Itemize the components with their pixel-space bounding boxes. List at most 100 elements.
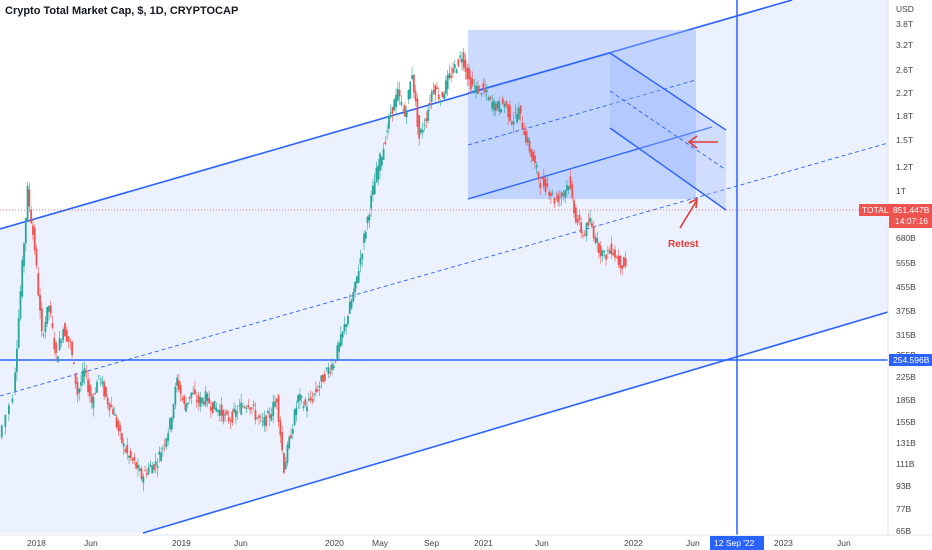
candle-body xyxy=(537,172,540,179)
candle-body xyxy=(580,222,583,234)
candle-body xyxy=(487,97,490,101)
candle-body xyxy=(327,367,330,374)
y-tick-label: 455B xyxy=(896,282,916,292)
highlight-box[interactable] xyxy=(468,30,696,199)
candle-body xyxy=(496,101,499,109)
candle-body xyxy=(414,91,417,101)
candle-body xyxy=(64,323,66,337)
candle-body xyxy=(49,305,52,314)
channel-upper-line[interactable] xyxy=(0,0,793,230)
candle-body xyxy=(592,226,595,239)
candle-body xyxy=(113,414,116,416)
descending-mid-dashed-line[interactable] xyxy=(609,90,727,171)
candle-body xyxy=(92,397,95,408)
candle-body xyxy=(268,413,271,419)
candle-body xyxy=(208,398,211,404)
candle-body xyxy=(199,396,202,407)
candle-body xyxy=(147,467,150,474)
y-tick-label: 111B xyxy=(896,459,915,469)
candle-body xyxy=(560,192,563,197)
candle-body xyxy=(473,85,476,87)
candle-body xyxy=(462,52,465,68)
candle-body xyxy=(238,405,241,407)
y-tick-label: 2.2T xyxy=(896,88,913,98)
box-mid-dashed-line[interactable] xyxy=(467,79,697,146)
candle-body xyxy=(354,281,357,293)
candle-body xyxy=(539,182,542,189)
candle-body xyxy=(226,411,228,415)
y-tick-label: 93B xyxy=(896,481,911,491)
y-tick-label: 1.2T xyxy=(896,162,913,172)
candle-body xyxy=(468,68,470,80)
candle-body xyxy=(160,452,162,462)
candle-body xyxy=(316,389,319,391)
descending-upper-line[interactable] xyxy=(609,52,727,131)
candle-body xyxy=(331,364,333,371)
candle-body xyxy=(266,411,269,414)
candle-body xyxy=(44,322,47,333)
candle-body xyxy=(608,250,611,254)
candle-body xyxy=(252,404,255,406)
retest-label: Retest xyxy=(668,239,699,250)
chart-title: Crypto Total Market Cap, $, 1D, CRYPTOCA… xyxy=(5,5,238,17)
candle-body xyxy=(389,112,392,114)
time-axis[interactable] xyxy=(0,535,932,550)
candle-body xyxy=(83,368,86,377)
candle-body xyxy=(250,407,253,409)
candle-body xyxy=(81,370,84,383)
box-lower-trendline[interactable] xyxy=(467,126,713,200)
candle-body xyxy=(434,85,437,95)
candle-body xyxy=(485,90,488,93)
candle-body xyxy=(145,472,148,475)
candle-body xyxy=(359,258,362,265)
candle-body xyxy=(484,87,486,92)
candle-body xyxy=(567,186,570,191)
candle-body xyxy=(339,334,342,347)
candle-body xyxy=(576,219,579,224)
candle-body xyxy=(352,292,355,302)
candle-body xyxy=(156,465,159,468)
candle-body xyxy=(464,59,467,72)
candle-body xyxy=(523,130,526,136)
candle-body xyxy=(557,194,559,203)
candle-body xyxy=(461,58,463,63)
candle-body xyxy=(500,109,502,113)
candle-body xyxy=(188,396,191,399)
candle-body xyxy=(598,243,600,254)
candle-body xyxy=(491,102,494,109)
candle-body xyxy=(42,334,45,336)
x-tick-label: 2018 xyxy=(27,538,46,548)
candle-body xyxy=(165,438,168,447)
candle-body xyxy=(550,192,552,197)
candle-body xyxy=(103,382,106,397)
candle-body xyxy=(74,373,77,384)
box-upper-trendline[interactable] xyxy=(467,52,611,94)
candle-body xyxy=(108,403,111,411)
descending-lower-line[interactable] xyxy=(609,127,727,211)
candle-body xyxy=(210,406,212,411)
candle-body xyxy=(183,396,186,404)
candle-body xyxy=(291,429,294,434)
candle-body xyxy=(441,92,444,97)
candle-body xyxy=(97,375,100,377)
candle-body xyxy=(345,324,348,327)
x-tick-label: Jun xyxy=(84,538,98,548)
candle-body xyxy=(325,367,328,369)
candle-body xyxy=(555,197,558,199)
candle-body xyxy=(541,177,543,180)
channel-lower-line[interactable] xyxy=(142,311,889,534)
candle-body xyxy=(122,443,125,447)
y-tick-label: 65B xyxy=(896,526,911,536)
candle-body xyxy=(558,197,561,199)
candle-body xyxy=(459,55,462,58)
candle-body xyxy=(254,410,257,420)
price-axis[interactable] xyxy=(888,0,932,535)
candle-body xyxy=(494,103,497,111)
candle-body xyxy=(446,75,449,90)
candle-body xyxy=(320,375,323,382)
candle-body xyxy=(288,436,291,449)
candle-body xyxy=(612,252,615,256)
candle-body xyxy=(343,324,346,332)
candle-body xyxy=(88,384,91,396)
